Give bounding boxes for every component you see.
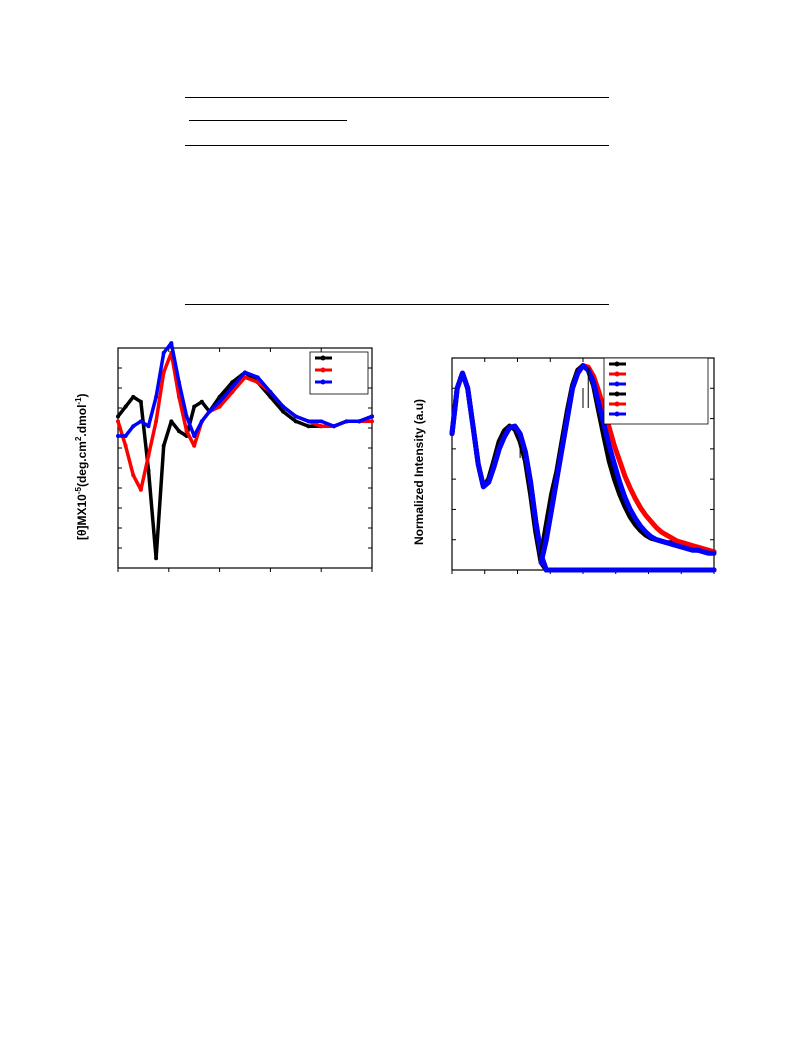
data-point <box>255 380 260 385</box>
data-point <box>331 424 336 429</box>
data-point <box>281 404 286 409</box>
fluorescence-chart-ylabel: Normalized Intensity (a.u) <box>412 398 426 545</box>
data-point <box>184 429 189 434</box>
table-header-subrule <box>189 120 347 121</box>
data-point <box>370 414 374 419</box>
data-point <box>116 419 120 424</box>
data-point <box>319 424 324 429</box>
table-top-rule <box>185 97 609 98</box>
data-point <box>146 453 151 458</box>
data-point <box>207 409 212 414</box>
data-point <box>217 394 222 399</box>
legend-marker <box>320 367 326 373</box>
data-point <box>161 370 166 375</box>
data-point <box>138 419 143 424</box>
data-point <box>176 394 181 399</box>
data-point <box>169 341 174 346</box>
data-point <box>268 394 273 399</box>
data-point <box>192 434 197 438</box>
cd-spectra-chart <box>116 341 374 572</box>
legend-marker <box>614 411 620 417</box>
data-point <box>169 419 174 424</box>
legend-marker <box>614 391 620 397</box>
data-point <box>357 419 362 424</box>
legend-marker <box>320 379 326 385</box>
series-line-2 <box>116 341 374 438</box>
legend-marker <box>614 401 620 407</box>
data-point <box>293 419 298 424</box>
table-header-rule <box>185 145 609 146</box>
data-point <box>199 399 204 404</box>
data-point <box>138 399 143 404</box>
data-point <box>255 375 260 380</box>
legend-marker <box>320 355 326 361</box>
table-bottom-rule <box>185 304 609 305</box>
data-point <box>123 434 128 438</box>
data-point <box>154 556 159 561</box>
data-point <box>192 443 197 448</box>
data-point <box>146 468 151 473</box>
series-line-2 <box>449 370 717 573</box>
data-point <box>161 443 166 448</box>
data-point <box>176 380 181 385</box>
data-point <box>230 380 235 385</box>
cd-chart-ylabel: [θ]MX10-5(deg.cm2.dmol-1) <box>74 393 89 540</box>
data-point <box>370 419 374 424</box>
data-point <box>146 424 151 429</box>
data-point <box>306 419 311 424</box>
series-line-1 <box>116 351 374 492</box>
data-point <box>199 419 204 424</box>
data-point <box>116 414 120 419</box>
legend-box <box>603 357 709 425</box>
data-point <box>176 429 181 434</box>
data-point <box>154 394 159 399</box>
data-point <box>184 414 189 419</box>
data-point <box>138 487 143 492</box>
series-line-5 <box>538 363 717 565</box>
data-point <box>161 350 166 355</box>
data-point <box>319 419 324 424</box>
data-point <box>123 404 128 409</box>
legend-marker <box>614 381 620 387</box>
data-point <box>281 409 286 414</box>
data-point <box>230 390 235 394</box>
data-point <box>131 424 136 429</box>
data-point <box>217 399 222 404</box>
fluorescence-chart <box>449 357 717 574</box>
data-point <box>293 414 298 419</box>
data-point <box>230 385 235 390</box>
data-point <box>116 434 120 438</box>
data-point <box>123 443 128 448</box>
data-point <box>243 375 247 380</box>
data-point <box>192 404 197 409</box>
data-point <box>131 394 136 399</box>
data-point <box>217 404 222 409</box>
data-point <box>131 473 136 478</box>
legend-marker <box>614 371 620 377</box>
data-point <box>243 370 247 375</box>
data-point <box>154 419 159 424</box>
data-point <box>268 390 273 394</box>
legend-marker <box>614 361 620 367</box>
data-point <box>306 424 311 429</box>
plot-frame <box>117 347 373 569</box>
data-point <box>344 419 349 424</box>
